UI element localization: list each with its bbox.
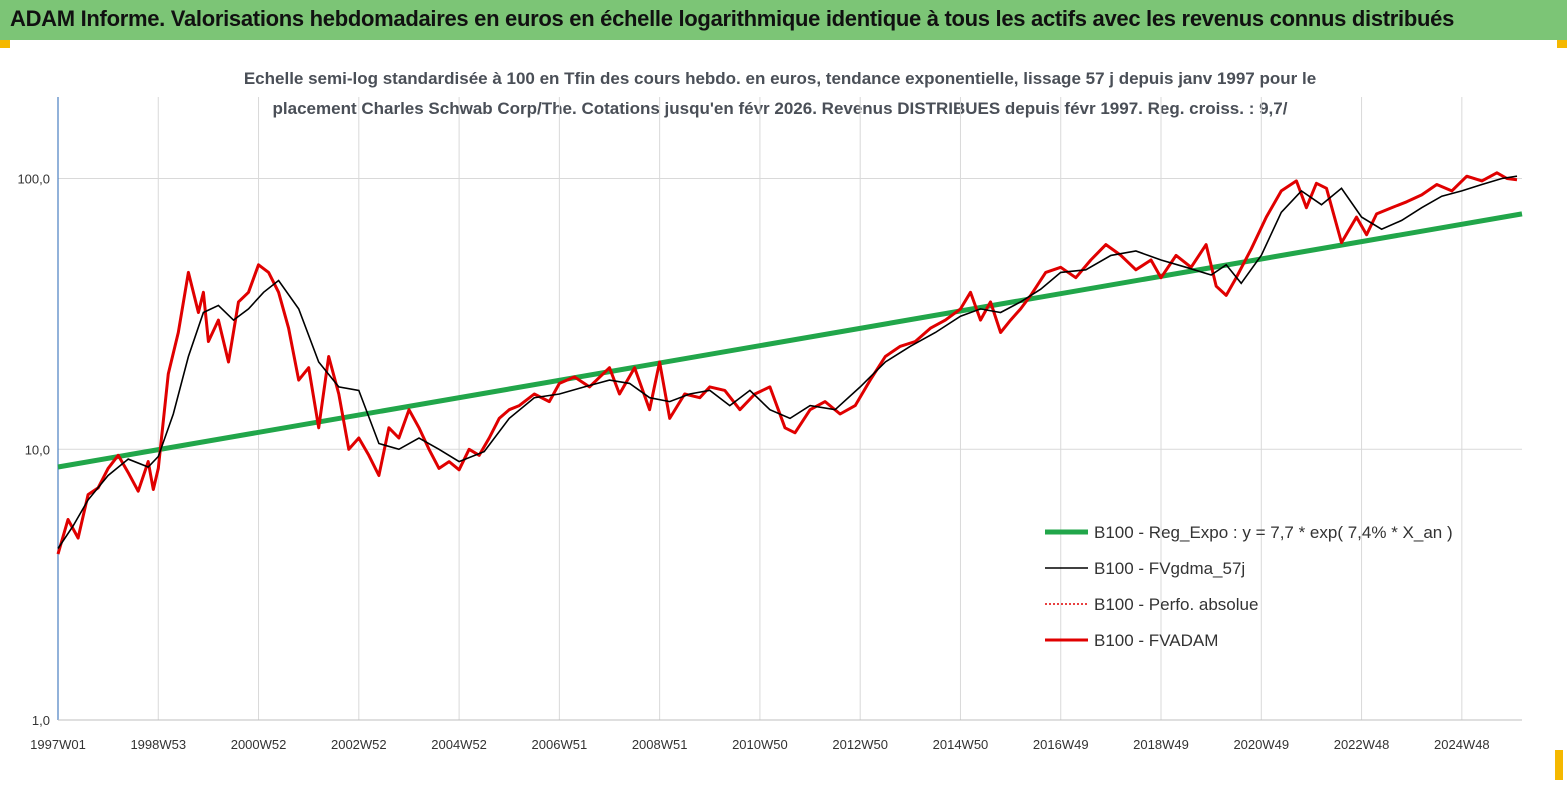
x-tick-label: 2004W52 xyxy=(431,737,487,752)
y-tick-label: 1,0 xyxy=(32,713,50,728)
grid xyxy=(58,97,1522,721)
y-tick-label: 10,0 xyxy=(25,442,50,457)
report-title: ADAM Informe. Valorisations hebdomadaire… xyxy=(10,6,1455,31)
x-tick-label: 2022W48 xyxy=(1334,737,1390,752)
x-tick-label: 1998W53 xyxy=(130,737,186,752)
series-line-1 xyxy=(57,175,1518,549)
legend-label: B100 - FVADAM xyxy=(1094,631,1218,650)
axes: 1997W01 1998W53 2000W52 2002W52 2004W52 2006W… xyxy=(17,97,1522,752)
x-tick-label: 2020W49 xyxy=(1233,737,1289,752)
x-tick-label: 2012W50 xyxy=(832,737,888,752)
series-line-3 xyxy=(56,171,1518,555)
title-bar: ADAM Informe. Valorisations hebdomadaire… xyxy=(0,0,1567,40)
legend-label: B100 - FVgdma_57j xyxy=(1094,559,1245,578)
x-tick-label: 2002W52 xyxy=(331,737,387,752)
series xyxy=(56,171,1523,555)
x-tick-label: 2014W50 xyxy=(933,737,989,752)
x-tick-label: 2024W48 xyxy=(1434,737,1490,752)
x-tick-label: 2000W52 xyxy=(231,737,287,752)
series-line-0 xyxy=(57,211,1523,470)
y-tick-label: 100,0 xyxy=(17,172,50,187)
chart-subtitle-line-2: placement Charles Schwab Corp/The. Cotat… xyxy=(273,99,1288,118)
corner-marker-top-left xyxy=(0,40,10,48)
corner-marker-top-right xyxy=(1557,40,1567,48)
legend-label: B100 - Perfo. absolue xyxy=(1094,595,1258,614)
x-tick-label: 2008W51 xyxy=(632,737,688,752)
x-tick-label: 2016W49 xyxy=(1033,737,1089,752)
legend-label: B100 - Reg_Expo : y = 7,7 * exp( 7,4% * … xyxy=(1094,523,1453,542)
legend: B100 - Reg_Expo : y = 7,7 * exp( 7,4% * … xyxy=(1045,523,1453,650)
x-tick-label: 2006W51 xyxy=(532,737,588,752)
chart: Echelle semi-log standardisée à 100 en T… xyxy=(17,69,1523,752)
chart-subtitle-line-1: Echelle semi-log standardisée à 100 en T… xyxy=(244,69,1316,88)
corner-marker-bottom-right xyxy=(1555,750,1563,780)
x-tick-label: 2018W49 xyxy=(1133,737,1189,752)
x-tick-label: 1997W01 xyxy=(30,737,86,752)
x-tick-label: 2010W50 xyxy=(732,737,788,752)
